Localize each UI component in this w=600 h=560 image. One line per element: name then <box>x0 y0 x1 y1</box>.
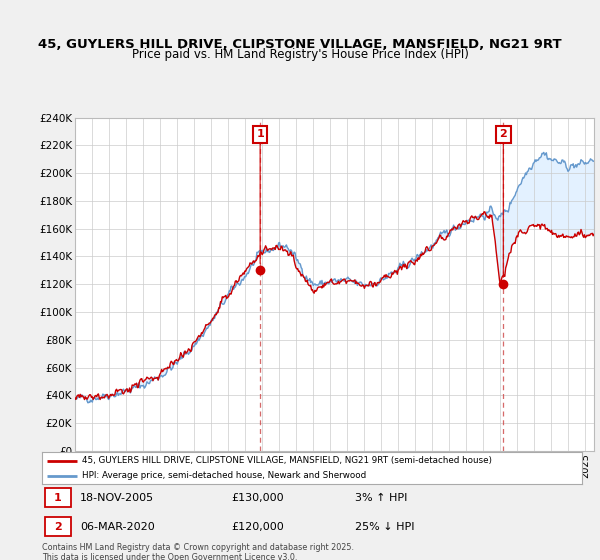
Text: HPI: Average price, semi-detached house, Newark and Sherwood: HPI: Average price, semi-detached house,… <box>83 471 367 480</box>
FancyBboxPatch shape <box>45 488 71 507</box>
Text: 45, GUYLERS HILL DRIVE, CLIPSTONE VILLAGE, MANSFIELD, NG21 9RT (semi-detached ho: 45, GUYLERS HILL DRIVE, CLIPSTONE VILLAG… <box>83 456 493 465</box>
Text: £130,000: £130,000 <box>231 493 284 503</box>
Text: Price paid vs. HM Land Registry's House Price Index (HPI): Price paid vs. HM Land Registry's House … <box>131 48 469 62</box>
Text: 06-MAR-2020: 06-MAR-2020 <box>80 522 155 531</box>
Text: 1: 1 <box>256 129 264 139</box>
Text: 18-NOV-2005: 18-NOV-2005 <box>80 493 154 503</box>
Text: 3% ↑ HPI: 3% ↑ HPI <box>355 493 407 503</box>
Text: £120,000: £120,000 <box>231 522 284 531</box>
Text: 1: 1 <box>54 493 62 503</box>
Text: Contains HM Land Registry data © Crown copyright and database right 2025.
This d: Contains HM Land Registry data © Crown c… <box>42 543 354 560</box>
Text: 2: 2 <box>54 522 62 531</box>
Text: 2: 2 <box>499 129 507 139</box>
FancyBboxPatch shape <box>45 517 71 536</box>
Text: 45, GUYLERS HILL DRIVE, CLIPSTONE VILLAGE, MANSFIELD, NG21 9RT: 45, GUYLERS HILL DRIVE, CLIPSTONE VILLAG… <box>38 38 562 52</box>
Text: 25% ↓ HPI: 25% ↓ HPI <box>355 522 415 531</box>
